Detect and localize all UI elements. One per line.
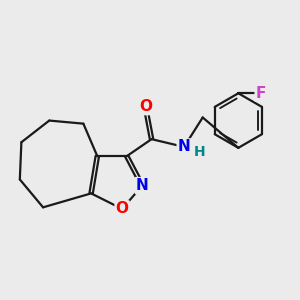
Text: F: F <box>256 86 266 101</box>
Text: O: O <box>116 201 129 216</box>
Text: N: N <box>178 140 190 154</box>
Text: O: O <box>139 99 152 114</box>
Text: H: H <box>194 146 206 160</box>
Text: N: N <box>136 178 148 193</box>
